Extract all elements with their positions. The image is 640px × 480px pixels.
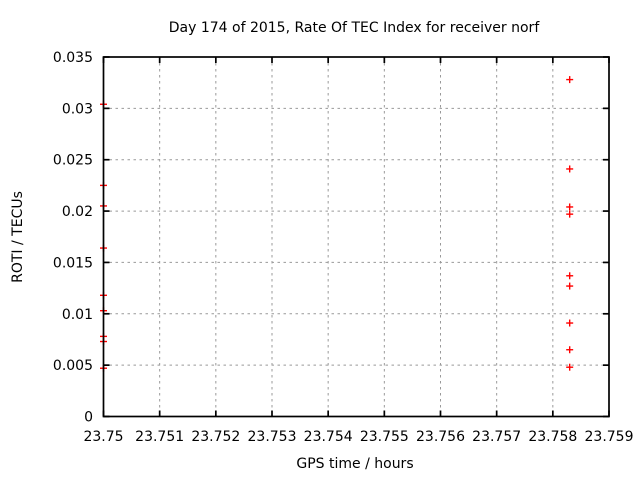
y-tick-label: 0.025 [53,153,93,169]
data-point-marker [566,363,574,371]
y-tick-label: 0.02 [62,204,93,220]
y-tick-label: 0.01 [62,307,93,323]
x-tick-label: 23.758 [528,429,577,445]
gridlines [103,57,609,417]
x-tick-label: 23.753 [248,429,297,445]
x-axis-label: GPS time / hours [296,456,413,472]
y-tick-label: 0.035 [53,50,93,66]
y-axis-label: ROTI / TECUs [10,191,26,283]
data-point-marker [566,165,574,173]
data-point-marker [566,346,574,354]
y-tick-label: 0 [84,410,93,426]
chart-title: Day 174 of 2015, Rate Of TEC Index for r… [169,20,541,36]
x-tick-label: 23.75 [83,429,123,445]
data-point-marker [566,76,574,84]
data-point-marker [566,319,574,327]
plot-border-and-ticks [102,56,610,418]
x-tick-label: 23.752 [191,429,240,445]
data-point-marker [566,203,574,211]
data-point-marker [566,210,574,218]
data-point-marker [566,272,574,280]
x-tick-label: 23.751 [135,429,184,445]
x-tick-label: 23.759 [585,429,634,445]
x-tick-label: 23.755 [360,429,409,445]
data-points [100,76,574,372]
data-point-marker [566,282,574,290]
x-tick-label: 23.756 [416,429,465,445]
y-tick-label: 0.005 [53,358,93,374]
plot-border [102,56,610,418]
tick-labels: 23.75 23.751 23.752 23.753 23.754 23.755 23.75… [53,50,634,445]
y-tick-label: 0.03 [62,101,93,117]
y-tick-label: 0.015 [53,255,93,271]
x-tick-label: 23.757 [472,429,521,445]
x-tick-label: 23.754 [304,429,353,445]
